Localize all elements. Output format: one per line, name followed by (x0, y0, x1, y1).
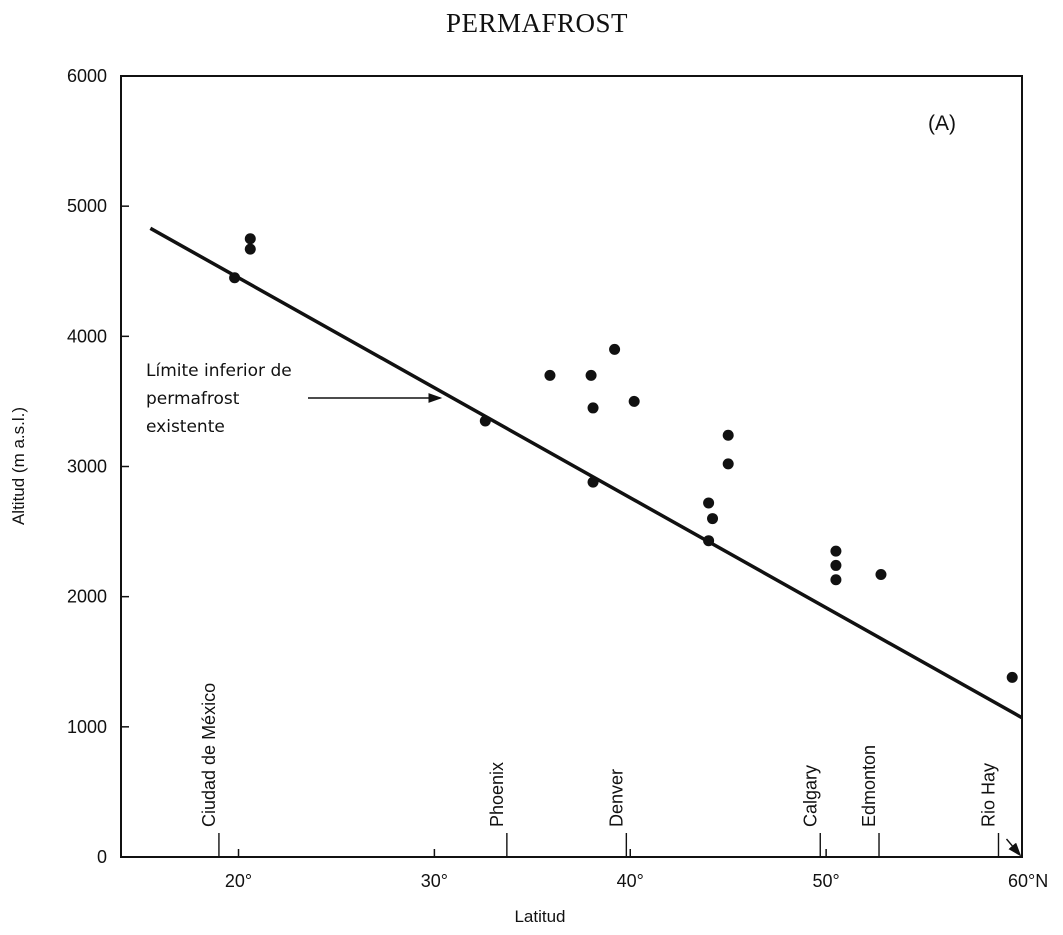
y-tick-label: 2000 (67, 587, 107, 607)
data-points (229, 233, 1018, 683)
city-label: Rio Hay (978, 763, 998, 827)
data-point (875, 569, 887, 581)
data-point (544, 369, 556, 381)
panel-label: (A) (928, 112, 956, 135)
rio-hay-arrow (1005, 838, 1022, 857)
data-point (229, 272, 241, 284)
data-point (585, 369, 597, 381)
annotation-line-2: permafrost (146, 389, 240, 409)
x-tick-label: 40° (617, 871, 644, 891)
data-point (703, 497, 715, 509)
data-point (1006, 671, 1018, 683)
data-point (722, 429, 734, 441)
city-label: Phoenix (487, 762, 507, 827)
data-point (830, 559, 842, 571)
x-tick-label: 60°N (1008, 871, 1048, 891)
y-tick-label: 6000 (67, 66, 107, 86)
x-axis-label: Latitud (514, 907, 565, 926)
data-point (479, 415, 491, 427)
city-label: Calgary (800, 765, 820, 827)
data-point (587, 402, 599, 414)
x-axis-ticks: 20° 30° 40° 50° 60°N (225, 849, 1048, 891)
x-tick-label: 20° (225, 871, 252, 891)
city-label: Edmonton (859, 745, 879, 827)
annotation-line-1: Límite inferior de (146, 361, 292, 381)
data-point (244, 233, 256, 245)
data-point (722, 458, 734, 470)
annotation: Límite inferior de permafrost existente (146, 361, 443, 437)
city-label: Denver (606, 769, 626, 827)
data-point (830, 574, 842, 586)
y-tick-label: 3000 (67, 457, 107, 477)
y-tick-label: 5000 (67, 196, 107, 216)
annotation-line-3: existente (146, 417, 225, 437)
data-point (703, 535, 715, 547)
city-markers: Ciudad de México Phoenix Denver Calgary Edmo… (199, 683, 1022, 857)
data-point (707, 513, 719, 525)
data-point (830, 545, 842, 557)
data-point (244, 243, 256, 255)
y-tick-label: 4000 (67, 326, 107, 346)
y-tick-label: 1000 (67, 717, 107, 737)
data-point (628, 395, 640, 407)
y-tick-label: 0 (97, 847, 107, 867)
x-tick-label: 30° (421, 871, 448, 891)
data-point (609, 343, 621, 355)
permafrost-limit-line (149, 226, 1023, 720)
y-axis-ticks: 0 1000 2000 3000 4000 5000 6000 (67, 66, 129, 867)
chart-title: PERMAFROST (446, 8, 628, 38)
data-point (587, 476, 599, 488)
x-tick-label: 50° (813, 871, 840, 891)
permafrost-limit-line-group (149, 226, 1023, 720)
city-label: Ciudad de México (199, 683, 219, 827)
y-axis-label: Altitud (m a.s.l.) (9, 407, 28, 525)
